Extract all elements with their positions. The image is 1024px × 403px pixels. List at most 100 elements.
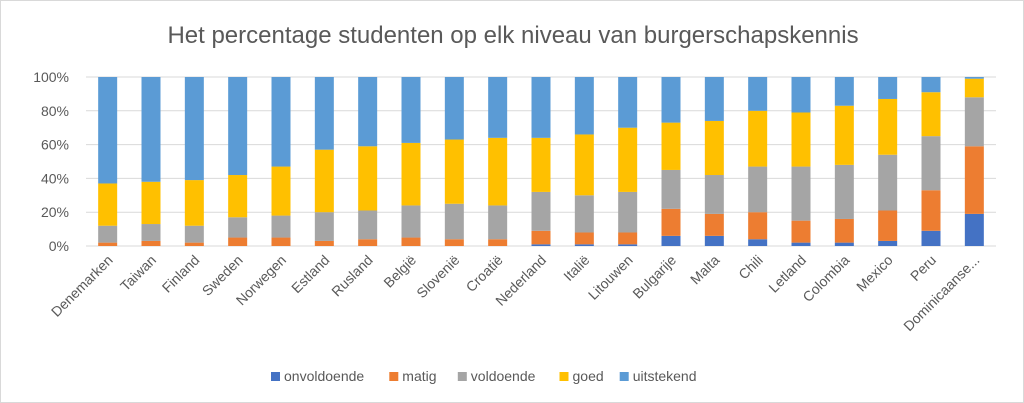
bar-segment-goed — [358, 146, 378, 211]
bar-segment-uitstekend — [704, 77, 724, 121]
bar-segment-matig — [791, 220, 811, 243]
bar-segment-matig — [921, 190, 941, 231]
bar-segment-matig — [358, 239, 378, 246]
bar-segment-goed — [141, 181, 161, 225]
bar-segment-uitstekend — [618, 77, 638, 128]
bar-segment-uitstekend — [921, 77, 941, 93]
x-axis-labels: Denemarken Taiwan FinlandSwedenNorwegenEst… — [48, 252, 983, 334]
y-tick-label: 40% — [41, 170, 69, 186]
bar-segment-matig — [574, 232, 594, 245]
legend-swatch — [619, 372, 629, 381]
bar-segment-onvoldoende — [661, 235, 681, 246]
bar-segment-matig — [401, 237, 421, 246]
bar-segment-voldoende — [444, 203, 464, 240]
bar-segment-goed — [98, 183, 118, 226]
bar-segment-matig — [834, 218, 854, 243]
bar-segment-voldoende — [98, 225, 118, 243]
bar-segment-onvoldoende — [834, 242, 854, 246]
y-tick-label: 20% — [41, 204, 69, 220]
bar-segment-matig — [271, 237, 291, 246]
bar-segment-goed — [921, 92, 941, 137]
bar-segment-matig — [141, 240, 161, 246]
legend-swatch — [271, 372, 280, 381]
bar-segment-goed — [704, 120, 724, 176]
bar-segment-onvoldoende — [704, 235, 724, 246]
bar-segment-voldoende — [271, 215, 291, 238]
bar-segment-onvoldoende — [748, 239, 768, 246]
x-category-label: Italië — [560, 252, 592, 284]
x-category-label: Mexico — [853, 252, 896, 295]
bar-segment-matig — [661, 208, 681, 236]
legend-swatch — [457, 372, 467, 381]
bar-segment-goed — [271, 166, 291, 216]
bar-segment-uitstekend — [531, 77, 551, 138]
bar-segment-voldoende — [748, 166, 768, 213]
bar-segment-voldoende — [314, 212, 334, 241]
bar-segment-goed — [964, 78, 984, 98]
x-category-label: Litouwen — [585, 252, 636, 303]
x-category-label: Chili — [735, 252, 766, 283]
bar-segment-matig — [488, 239, 508, 246]
bar-segment-matig — [314, 240, 334, 246]
bar-segment-voldoende — [574, 195, 594, 233]
bar-segment-voldoende — [531, 191, 551, 231]
bar-segment-uitstekend — [834, 77, 854, 106]
legend-label: onvoldoende — [284, 368, 364, 384]
bar-segment-voldoende — [184, 225, 204, 243]
bar-segment-onvoldoende — [964, 213, 984, 246]
x-category-label: België — [380, 252, 419, 291]
legend: onvoldoende matig voldoende goed uitstekend — [271, 368, 697, 384]
bar-segment-matig — [184, 242, 204, 246]
bar-segment-onvoldoende — [791, 242, 811, 246]
bar-segment-matig — [98, 242, 118, 246]
y-tick-label: 80% — [41, 103, 69, 119]
x-category-label: Colombia — [799, 252, 852, 305]
x-category-label: Estland — [288, 252, 332, 296]
bar-segment-onvoldoende — [574, 244, 594, 246]
bar-segment-onvoldoende — [921, 230, 941, 246]
bar-segment-matig — [748, 212, 768, 240]
bar-segment-voldoende — [834, 164, 854, 219]
bar-segment-uitstekend — [878, 77, 898, 99]
bar-segment-uitstekend — [314, 77, 334, 150]
x-category-label: Taiwan — [117, 252, 159, 294]
x-category-label: Finland — [159, 252, 203, 296]
bar-segment-voldoende — [661, 169, 681, 209]
bar-segment-uitstekend — [964, 77, 984, 79]
bar-segment-matig — [618, 232, 638, 245]
bar-segment-uitstekend — [358, 77, 378, 147]
bar-segment-goed — [574, 134, 594, 196]
bar-segment-onvoldoende — [618, 244, 638, 246]
bar-segment-matig — [964, 146, 984, 214]
legend-swatch — [389, 372, 399, 381]
x-category-label: Slovenië — [413, 252, 462, 301]
legend-swatch — [559, 372, 569, 381]
bar-segment-goed — [228, 175, 248, 218]
bar-segment-voldoende — [791, 166, 811, 221]
bar-segment-matig — [878, 210, 898, 241]
bar-segment-goed — [618, 127, 638, 192]
x-category-label: Croatië — [463, 252, 506, 295]
bar-segment-voldoende — [488, 205, 508, 240]
bars — [98, 77, 984, 246]
chart-title: Het percentage studenten op elk niveau v… — [167, 22, 858, 49]
bar-segment-onvoldoende — [531, 244, 551, 246]
y-axis-ticks: 0% 20% 40% 60% 80% 100% — [33, 69, 69, 254]
bar-segment-goed — [314, 149, 334, 213]
bar-segment-voldoende — [878, 154, 898, 211]
legend-label: voldoende — [471, 368, 536, 384]
legend-label: goed — [573, 368, 604, 384]
bar-segment-goed — [748, 110, 768, 167]
bar-segment-voldoende — [704, 175, 724, 214]
bar-segment-voldoende — [964, 97, 984, 147]
x-category-label: Rusland — [328, 252, 376, 300]
bar-segment-goed — [834, 105, 854, 165]
bar-segment-uitstekend — [401, 77, 421, 143]
bar-segment-goed — [791, 112, 811, 167]
bar-segment-matig — [531, 230, 551, 245]
legend-label: uitstekend — [633, 368, 697, 384]
bar-segment-voldoende — [141, 224, 161, 241]
bar-segment-goed — [401, 142, 421, 206]
